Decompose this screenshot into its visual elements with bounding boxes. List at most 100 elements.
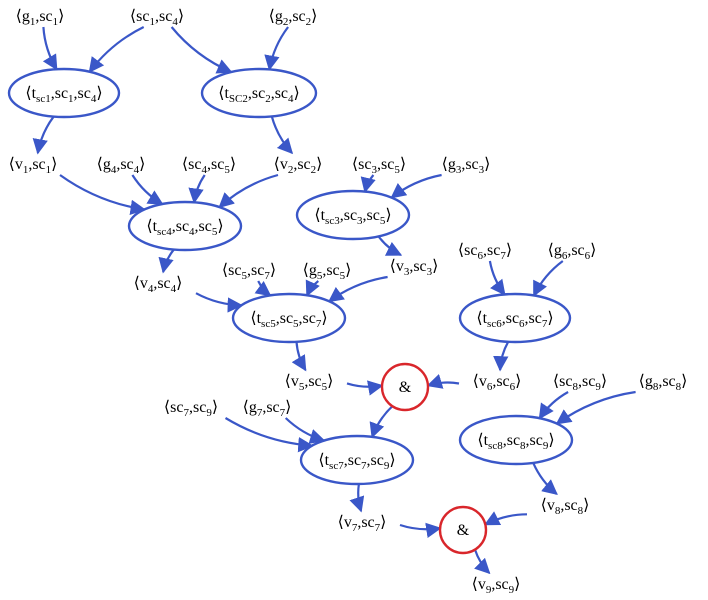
edge-v3_sc3-to-t_sc5 xyxy=(327,275,388,303)
task-ellipse xyxy=(200,67,318,119)
node-label: ⟨v7,sc7⟩ xyxy=(338,514,387,534)
label-text: ⟨g xyxy=(243,399,257,416)
node-v2_sc2: ⟨v2,sc2⟩ xyxy=(274,156,323,176)
edge-v2_sc2-to-t_sc4 xyxy=(218,173,279,209)
node-label: ⟨sc3,sc5⟩ xyxy=(352,156,406,176)
subscript: 9 xyxy=(384,460,390,472)
label-text: ⟩ xyxy=(327,373,333,390)
label-text: ⟨g xyxy=(303,262,317,279)
node-t_sc8: ⟨tsc8,sc8,sc9⟩ xyxy=(458,414,574,466)
subscript: 1 xyxy=(46,164,52,176)
node-g2_sc2: ⟨g2,sc2⟩ xyxy=(269,8,318,28)
node-t_sc3: ⟨tsc3,sc3,sc5⟩ xyxy=(295,189,411,241)
subscript: 6 xyxy=(585,250,591,262)
label-text: ,sc xyxy=(271,85,288,102)
label-text: ⟨g xyxy=(442,156,456,173)
edge-sc7_sc9-to-t_sc7 xyxy=(224,417,314,453)
edge-sc6_sc7-to-t_sc6 xyxy=(488,260,506,296)
subscript: 5 xyxy=(394,164,400,176)
label-text: ,sc xyxy=(357,514,374,531)
subscript: 5 xyxy=(212,226,218,238)
label-text: ⟩ xyxy=(321,310,327,327)
node-label: ⟨sc6,sc7⟩ xyxy=(458,242,512,262)
node-label: ⟨tsc7,sc7,sc9⟩ xyxy=(318,452,395,472)
node-v9_sc9: ⟨v9,sc9⟩ xyxy=(472,576,521,596)
subscript: 2 xyxy=(265,93,271,105)
label-text: ,sc xyxy=(28,156,45,173)
subscript: 1 xyxy=(30,16,36,28)
label-text: ,sc xyxy=(578,373,595,390)
subscript: 6 xyxy=(487,381,493,393)
label-text: ⟨g xyxy=(97,156,111,173)
subscript: sc8 xyxy=(488,440,503,452)
label-text: ⟩ xyxy=(178,8,184,25)
node-v1_sc1: ⟨v1,sc1⟩ xyxy=(9,156,58,176)
node-label: ⟨v2,sc2⟩ xyxy=(274,156,323,176)
node-label: ⟨tsc5,sc5,sc7⟩ xyxy=(250,310,327,330)
subscript: 2 xyxy=(311,164,317,176)
edge-sc5_sc7-to-t_sc5 xyxy=(254,280,272,297)
edge-t_sc5-to-v5_sc5 xyxy=(291,341,307,372)
subscript: 7 xyxy=(352,522,358,534)
subscript: 9 xyxy=(486,584,492,596)
subscript: 2 xyxy=(288,164,294,176)
label-text: ⟩ xyxy=(217,218,223,235)
label-text: ,sc xyxy=(276,310,293,327)
node-label: ⟨g2,sc2⟩ xyxy=(269,8,318,28)
subscript: 3 xyxy=(372,164,378,176)
subscript: 6 xyxy=(562,250,568,262)
subscript: 1 xyxy=(23,164,29,176)
subscript: 8 xyxy=(653,381,659,393)
label-text: ,sc xyxy=(344,452,361,469)
edge-t_sc6-to-v6_sc6 xyxy=(493,341,510,372)
node-label: ⟨g5,sc5⟩ xyxy=(303,262,352,282)
label-text: ⟩ xyxy=(484,156,490,173)
node-t_sc7: ⟨tsc7,sc7,sc9⟩ xyxy=(299,434,415,486)
label-text: ,sc xyxy=(377,156,394,173)
label-text: ⟩ xyxy=(514,576,520,593)
label-text: ⟩ xyxy=(270,262,276,279)
node-v7_sc7: ⟨v7,sc7⟩ xyxy=(338,514,387,534)
subscript: 2 xyxy=(283,16,289,28)
label-text: ,sc xyxy=(248,85,265,102)
label-text: ,sc xyxy=(262,399,279,416)
subscript: 5 xyxy=(242,270,248,282)
node-v8_sc8: ⟨v8,sc8⟩ xyxy=(541,497,590,517)
node-label: ⟨tsc1,sc1,sc4⟩ xyxy=(25,85,102,105)
subscript: sc6 xyxy=(487,318,502,330)
label-text: ,sc xyxy=(153,275,170,292)
label-text: ⟨sc xyxy=(553,373,573,390)
subscript: 4 xyxy=(148,283,154,295)
label-text: ⟨t xyxy=(146,218,157,235)
label-text: ⟩ xyxy=(139,156,145,173)
node-sc3_sc5: ⟨sc3,sc5⟩ xyxy=(352,156,406,176)
nodes-layer: ⟨g1,sc1⟩ ⟨sc1,sc4⟩ ⟨g2,sc2⟩⟨tsc1,sc1,sc4⟩ ⟨… xyxy=(7,8,687,596)
edge-v8_sc8-to-and2 xyxy=(483,511,528,526)
label-text: ,sc xyxy=(172,218,189,235)
label-text: ,sc xyxy=(367,452,384,469)
subscript: 4 xyxy=(202,164,208,176)
label-text: ,sc xyxy=(304,373,321,390)
node-g3_sc3: ⟨g3,sc3⟩ xyxy=(442,156,491,176)
label-text: ⟨v xyxy=(274,156,288,173)
node-label: ⟨v3,sc3⟩ xyxy=(390,258,439,278)
subscript: 4 xyxy=(189,226,195,238)
label-text: ⟩ xyxy=(590,242,596,259)
subscript: 9 xyxy=(595,381,601,393)
subscript: 7 xyxy=(264,270,270,282)
node-g7_sc7: ⟨g7,sc7⟩ xyxy=(243,399,292,419)
node-label: ⟨g3,sc3⟩ xyxy=(442,156,491,176)
subscript: 7 xyxy=(542,318,548,330)
label-text: ⟨v xyxy=(134,275,148,292)
label-text: ,sc xyxy=(483,242,500,259)
label-text: ⟩ xyxy=(547,310,553,327)
node-label: ⟨g6,sc6⟩ xyxy=(548,242,597,262)
subscript: 5 xyxy=(340,270,346,282)
label-text: ,sc xyxy=(492,373,509,390)
edge-g3_sc3-to-t_sc3 xyxy=(390,173,442,199)
label-text: ⟨t xyxy=(218,85,229,102)
task-ellipse xyxy=(299,434,415,486)
edge-g4_sc4-to-t_sc4 xyxy=(131,174,164,206)
subscript: 3 xyxy=(456,164,462,176)
label-text: & xyxy=(457,522,470,539)
